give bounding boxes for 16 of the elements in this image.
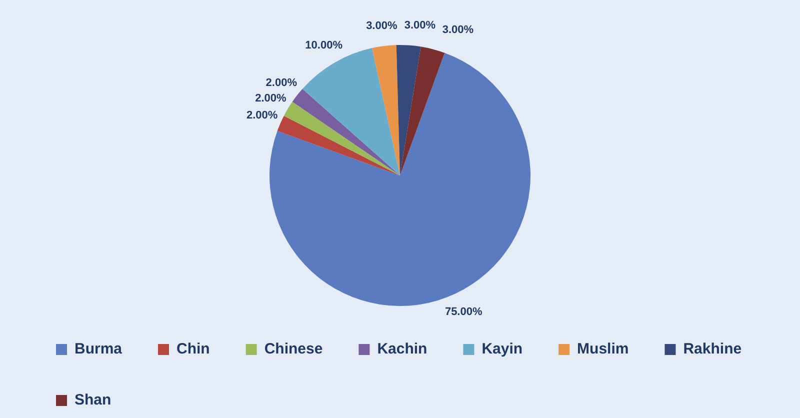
data-label: 3.00% [366,20,398,32]
legend-label: Chinese [264,340,323,358]
data-label: 3.00% [442,24,474,36]
data-label: 75.00% [444,306,482,318]
legend-label: Kayin [482,340,523,358]
legend-label: Kachin [377,340,428,358]
data-label: 2.00% [266,76,298,89]
legend-label: Shan [74,392,112,409]
data-label: 2.00% [255,92,287,104]
data-label: 10.00% [305,40,343,52]
legend-label: Rakhine [683,340,742,358]
data-label: 2.00% [246,109,278,122]
legend-label: Chin [176,340,210,358]
data-label: 3.00% [404,19,436,32]
legend-label: Burma [74,340,123,358]
legend-label: Muslim [577,340,629,358]
